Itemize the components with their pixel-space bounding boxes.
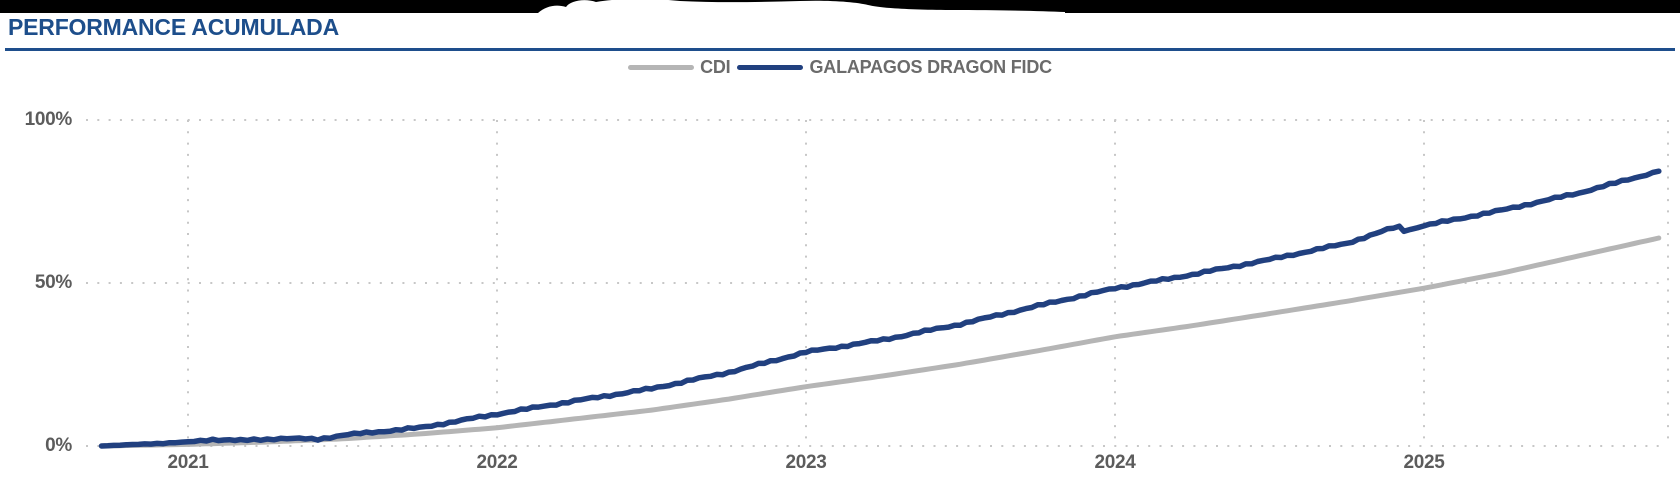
title-divider-rule — [5, 48, 1675, 51]
chart-legend: CDI GALAPAGOS DRAGON FIDC — [0, 57, 1680, 78]
y-axis-label-100: 100% — [24, 109, 73, 130]
x-axis-label-2021: 2021 — [167, 452, 209, 473]
page-title: PERFORMANCE ACUMULADA — [8, 14, 339, 40]
cdi-line-swatch — [628, 65, 695, 70]
series-line-galapagos-dragon-fidc — [98, 168, 1662, 449]
y-axis-label-0: 0% — [45, 435, 72, 456]
whiteout-scribble — [538, 0, 1065, 13]
galapagos-line-swatch — [737, 65, 804, 70]
top-black-bar — [0, 0, 1680, 13]
legend-item-cdi: CDI — [628, 57, 731, 78]
x-axis-label-2022: 2022 — [476, 452, 518, 473]
x-axis-label-2025: 2025 — [1403, 452, 1445, 473]
legend-item-galapagos-dragon-fidc: GALAPAGOS DRAGON FIDC — [737, 57, 1052, 78]
legend-label-galapagos-dragon-fidc: GALAPAGOS DRAGON FIDC — [809, 57, 1052, 77]
series-line-cdi — [99, 235, 1662, 449]
x-axis-label-2023: 2023 — [785, 452, 827, 473]
y-axis-label-50: 50% — [34, 272, 72, 293]
x-axis-label-2024: 2024 — [1094, 452, 1136, 473]
legend-label-cdi: CDI — [700, 57, 731, 77]
